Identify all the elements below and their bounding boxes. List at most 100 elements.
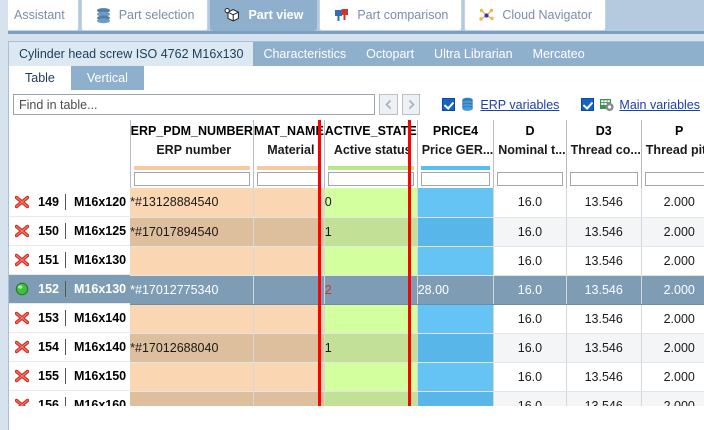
- cell-mat_name[interactable]: [253, 333, 325, 363]
- cell-d3[interactable]: 13.546: [566, 391, 642, 406]
- cell-active_state[interactable]: 1: [324, 217, 418, 247]
- cell-p[interactable]: 2.000: [641, 333, 704, 363]
- cell-price4[interactable]: [417, 391, 495, 406]
- cell-erp_pdm[interactable]: *#17012775340: [130, 275, 254, 305]
- cell-d[interactable]: 16.0: [493, 217, 567, 247]
- main-variables-link[interactable]: Main variables: [619, 97, 700, 112]
- level-tab-characteristics[interactable]: Characteristics: [253, 42, 357, 66]
- column-header-erp_pdm[interactable]: ERP_PDM_NUMBER ERP number: [130, 120, 254, 188]
- cell-mat_name[interactable]: [253, 246, 325, 276]
- cell-d[interactable]: 16.0: [493, 304, 567, 334]
- cell-active_state[interactable]: [324, 246, 418, 276]
- parts-table-container[interactable]: ERP_PDM_NUMBER ERP number MAT_NAME Material…: [9, 119, 704, 406]
- level-tab-cylinder-head-screw-iso-4762-m16x130[interactable]: Cylinder head screw ISO 4762 M16x130: [9, 42, 254, 66]
- cell-d3[interactable]: 13.546: [566, 246, 642, 276]
- table-row[interactable]: 151 M16x130 16.0 13.546 2.000: [9, 246, 704, 276]
- column-header-mat_name[interactable]: MAT_NAME Material: [253, 120, 325, 188]
- cell-active_state[interactable]: 2: [324, 275, 418, 305]
- main-tab-part-view[interactable]: Part view: [210, 0, 318, 31]
- column-header-p[interactable]: P Thread pit...: [641, 120, 704, 188]
- cell-d3[interactable]: 13.546: [566, 188, 642, 218]
- cell-price4[interactable]: [417, 304, 495, 334]
- cell-d3[interactable]: 13.546: [566, 333, 642, 363]
- column-header-d3[interactable]: D3 Thread co...: [566, 120, 642, 188]
- table-row[interactable]: 154 M16x140 *#17012688040 1 16.0 13.546 2.000: [9, 333, 704, 363]
- cell-mat_name[interactable]: [253, 275, 325, 305]
- column-filter-input[interactable]: [327, 172, 414, 186]
- cell-d[interactable]: 16.0: [493, 333, 567, 363]
- cell-erp_pdm[interactable]: *#17017894540: [130, 217, 254, 247]
- cell-active_state[interactable]: [324, 391, 418, 406]
- level-tab-octopart[interactable]: Octopart: [356, 42, 425, 66]
- cell-d3[interactable]: 13.546: [566, 304, 642, 334]
- cell-price4[interactable]: [417, 246, 495, 276]
- table-row[interactable]: 155 M16x150 16.0 13.546 2.000: [9, 362, 704, 392]
- cell-p[interactable]: 2.000: [641, 362, 704, 392]
- row-identifier-cell[interactable]: 152 M16x130: [9, 275, 131, 304]
- table-row[interactable]: 149 M16x120 *#13128884540 0 16.0 13.546 2.000: [9, 188, 704, 218]
- cell-d[interactable]: 16.0: [493, 246, 567, 276]
- cell-active_state[interactable]: 0: [324, 188, 418, 218]
- find-next-button[interactable]: [401, 94, 421, 115]
- cell-active_state[interactable]: [324, 304, 418, 334]
- row-identifier-cell[interactable]: 153 M16x140: [9, 304, 131, 333]
- erp-variables-checkbox[interactable]: [442, 98, 456, 111]
- row-identifier-cell[interactable]: 155 M16x150: [9, 362, 131, 391]
- cell-d[interactable]: 16.0: [493, 391, 567, 406]
- column-filter-input[interactable]: [569, 172, 638, 186]
- column-header-active_state[interactable]: ACTIVE_STATE Active status: [324, 120, 418, 188]
- cell-active_state[interactable]: [324, 362, 418, 392]
- cell-d[interactable]: 16.0: [493, 275, 567, 305]
- column-filter-input[interactable]: [133, 172, 250, 186]
- column-filter-input[interactable]: [420, 172, 491, 186]
- main-variables-checkbox[interactable]: [581, 98, 595, 111]
- cell-mat_name[interactable]: [253, 217, 325, 247]
- cell-p[interactable]: 2.000: [641, 391, 704, 406]
- cell-p[interactable]: 2.000: [641, 188, 704, 218]
- level-tab-mercateo[interactable]: Mercateo: [522, 42, 595, 66]
- cell-p[interactable]: 2.000: [641, 275, 704, 305]
- row-identifier-cell[interactable]: 151 M16x130: [9, 246, 131, 275]
- cell-active_state[interactable]: 1: [324, 333, 418, 363]
- main-tab-cloud-navigator[interactable]: Cloud Navigator: [464, 0, 606, 31]
- cell-erp_pdm[interactable]: [130, 362, 254, 392]
- row-identifier-cell[interactable]: 156 M16x160: [9, 391, 131, 406]
- cell-price4[interactable]: [417, 217, 495, 247]
- table-row[interactable]: 156 M16x160 16.0 13.546 2.000: [9, 391, 704, 406]
- erp-variables-link[interactable]: ERP variables: [480, 97, 560, 112]
- sub-tab-vertical[interactable]: Vertical: [70, 66, 144, 90]
- table-row[interactable]: 153 M16x140 16.0 13.546 2.000: [9, 304, 704, 334]
- column-filter-input[interactable]: [644, 172, 704, 186]
- find-in-table-input[interactable]: [13, 94, 375, 115]
- cell-price4[interactable]: [417, 333, 495, 363]
- cell-erp_pdm[interactable]: *#13128884540: [130, 188, 254, 218]
- column-header-d[interactable]: D Nominal t...: [493, 120, 567, 188]
- cell-price4[interactable]: [417, 188, 495, 218]
- cell-price4[interactable]: 28.00: [417, 275, 495, 305]
- row-identifier-cell[interactable]: 154 M16x140: [9, 333, 131, 362]
- cell-erp_pdm[interactable]: [130, 246, 254, 276]
- find-previous-button[interactable]: [378, 94, 398, 115]
- cell-d[interactable]: 16.0: [493, 188, 567, 218]
- cell-price4[interactable]: [417, 362, 495, 392]
- cell-d3[interactable]: 13.546: [566, 217, 642, 247]
- cell-mat_name[interactable]: [253, 391, 325, 406]
- column-header-price4[interactable]: PRICE4 Price GER...: [417, 120, 495, 188]
- cell-d3[interactable]: 13.546: [566, 362, 642, 392]
- cell-d3[interactable]: 13.546: [566, 275, 642, 305]
- level-tab-ultra-librarian[interactable]: Ultra Librarian: [424, 42, 523, 66]
- cell-erp_pdm[interactable]: [130, 391, 254, 406]
- table-row[interactable]: 152 M16x130 *#17012775340 2 28.00 16.0 13.546 2…: [9, 275, 704, 305]
- main-tab-assistant[interactable]: Assistant: [0, 0, 79, 31]
- cell-mat_name[interactable]: [253, 362, 325, 392]
- cell-erp_pdm[interactable]: [130, 304, 254, 334]
- main-tab-part-comparison[interactable]: Part comparison: [319, 0, 463, 31]
- cell-erp_pdm[interactable]: *#17012688040: [130, 333, 254, 363]
- column-filter-input[interactable]: [256, 172, 321, 186]
- cell-p[interactable]: 2.000: [641, 217, 704, 247]
- row-identifier-cell[interactable]: 150 M16x125: [9, 217, 131, 246]
- cell-p[interactable]: 2.000: [641, 246, 704, 276]
- sub-tab-table[interactable]: Table: [9, 66, 71, 90]
- cell-p[interactable]: 2.000: [641, 304, 704, 334]
- cell-mat_name[interactable]: [253, 304, 325, 334]
